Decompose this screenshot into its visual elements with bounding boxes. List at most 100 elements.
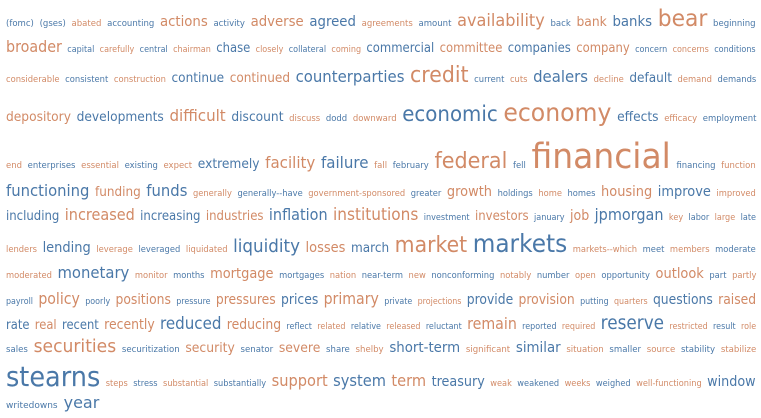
word-funding[interactable]: funding: [94, 185, 141, 200]
word-smaller[interactable]: smaller: [609, 345, 642, 355]
word-efficacy[interactable]: efficacy: [664, 114, 698, 124]
word-prices[interactable]: prices: [281, 292, 319, 308]
word-leverage[interactable]: leverage: [96, 245, 133, 255]
word-late[interactable]: late: [740, 213, 757, 223]
word-situation[interactable]: situation: [566, 345, 604, 355]
word-moderated[interactable]: moderated: [6, 271, 52, 281]
word-fomc[interactable]: (fomc): [6, 19, 34, 29]
word-including[interactable]: including: [6, 209, 60, 224]
word-monitor[interactable]: monitor: [134, 271, 168, 281]
word-months[interactable]: months: [173, 271, 205, 281]
word-stress[interactable]: stress: [133, 379, 158, 389]
word-recent[interactable]: recent: [61, 318, 99, 333]
word-depository[interactable]: depository: [6, 110, 71, 125]
word-writedowns[interactable]: writedowns: [6, 401, 58, 411]
word-consistent[interactable]: consistent: [65, 75, 109, 85]
word-housing[interactable]: housing: [601, 184, 653, 200]
word-chairman[interactable]: chairman: [173, 45, 211, 55]
word-growth[interactable]: growth: [446, 184, 493, 200]
word-nonconforming[interactable]: nonconforming: [431, 271, 495, 281]
word-stearns[interactable]: stearns: [6, 360, 101, 393]
word-capital[interactable]: capital: [67, 45, 95, 55]
word-institutions[interactable]: institutions: [333, 205, 419, 225]
word-near-term[interactable]: near-term: [361, 271, 403, 281]
word-back[interactable]: back: [550, 19, 571, 29]
word-function[interactable]: function: [721, 161, 756, 171]
word-pressure[interactable]: pressure: [176, 297, 211, 307]
word-default[interactable]: default: [629, 71, 672, 86]
word-rate[interactable]: rate: [6, 318, 30, 333]
word-support[interactable]: support: [271, 371, 328, 390]
word-continued[interactable]: continued: [229, 71, 290, 86]
word-private[interactable]: private: [384, 297, 413, 307]
word-current[interactable]: current: [474, 75, 505, 85]
word-real[interactable]: real: [34, 318, 57, 333]
word-generally[interactable]: generally: [192, 189, 232, 199]
word-dealers[interactable]: dealers: [533, 67, 589, 86]
word-mortgages[interactable]: mortgages: [279, 271, 325, 281]
word-january[interactable]: january: [533, 213, 565, 223]
word-concerns[interactable]: concerns: [672, 45, 709, 55]
word-similar[interactable]: similar: [515, 340, 561, 356]
word-part[interactable]: part: [709, 271, 727, 281]
word-government-sponsored[interactable]: government-sponsored: [308, 189, 406, 199]
word-agreed[interactable]: agreed: [309, 14, 356, 30]
word-cuts[interactable]: cuts: [509, 75, 528, 85]
word-stabilize[interactable]: stabilize: [720, 345, 757, 355]
word-liquidity[interactable]: liquidity: [233, 236, 300, 257]
word-market[interactable]: market: [394, 233, 468, 258]
word-homes[interactable]: homes: [567, 189, 596, 199]
word-significant[interactable]: significant: [465, 345, 511, 355]
word-labor[interactable]: labor: [688, 213, 710, 223]
word-projections[interactable]: projections: [417, 297, 462, 307]
word-partly[interactable]: partly: [732, 271, 757, 281]
word-failure[interactable]: failure: [320, 153, 369, 172]
word-putting[interactable]: putting: [580, 297, 609, 307]
word-economy[interactable]: economy: [503, 98, 612, 127]
word-fall[interactable]: fall: [374, 161, 388, 171]
word-restricted[interactable]: restricted: [669, 322, 708, 332]
word-markets[interactable]: markets: [472, 229, 568, 258]
word-committee[interactable]: committee: [439, 41, 503, 56]
word-outlook[interactable]: outlook: [655, 266, 704, 282]
word-year[interactable]: year: [63, 393, 100, 412]
word-reflect[interactable]: reflect: [286, 322, 312, 332]
word-policy[interactable]: policy: [38, 289, 80, 308]
word-relative[interactable]: relative: [350, 322, 381, 332]
word-notably[interactable]: notably: [499, 271, 532, 281]
word-amount[interactable]: amount: [418, 19, 452, 29]
word-decline[interactable]: decline: [593, 75, 624, 85]
word-discuss[interactable]: discuss: [289, 114, 321, 124]
word-reluctant[interactable]: reluctant: [425, 322, 462, 332]
word-senator[interactable]: senator: [240, 345, 274, 355]
word-source[interactable]: source: [646, 345, 676, 355]
word-stability[interactable]: stability: [680, 345, 716, 355]
word-moderate[interactable]: moderate: [715, 245, 756, 255]
word-considerable[interactable]: considerable: [6, 75, 60, 85]
word-difficult[interactable]: difficult: [169, 106, 226, 125]
word-federal[interactable]: federal: [434, 149, 508, 174]
word-job[interactable]: job: [570, 208, 590, 224]
word-company[interactable]: company: [576, 41, 630, 56]
word-extremely[interactable]: extremely: [197, 157, 260, 172]
word-reduced[interactable]: reduced: [160, 314, 222, 334]
word-generally-have[interactable]: generally--have: [237, 189, 303, 199]
word-quarters[interactable]: quarters: [614, 297, 648, 307]
word-securities[interactable]: securities: [33, 336, 117, 357]
word-broader[interactable]: broader: [6, 37, 62, 56]
word-discount[interactable]: discount: [231, 110, 284, 125]
word-closely[interactable]: closely: [255, 45, 284, 55]
word-sales[interactable]: sales: [6, 345, 28, 355]
word-system[interactable]: system: [333, 371, 386, 390]
word-credit[interactable]: credit: [410, 63, 469, 88]
word-lenders[interactable]: lenders: [6, 245, 37, 255]
word-actions[interactable]: actions: [159, 14, 208, 30]
word-mortgage[interactable]: mortgage: [210, 266, 274, 282]
word-continue[interactable]: continue: [171, 71, 225, 86]
word-investment[interactable]: investment: [423, 213, 470, 223]
word-meet[interactable]: meet: [642, 245, 665, 255]
word-improve[interactable]: improve: [657, 184, 711, 200]
word-steps[interactable]: steps: [105, 379, 128, 389]
word-home[interactable]: home: [538, 189, 562, 199]
word-shelby[interactable]: shelby: [355, 345, 384, 355]
